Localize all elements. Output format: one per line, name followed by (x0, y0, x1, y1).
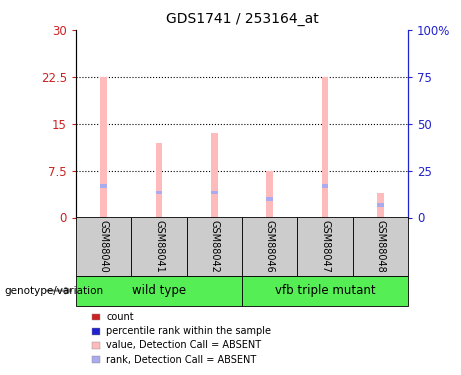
Text: wild type: wild type (132, 284, 186, 297)
Bar (266, 197, 273, 201)
Text: genotype/variation: genotype/variation (5, 286, 104, 296)
Bar (377, 192, 384, 217)
Bar (100, 77, 107, 218)
Bar (322, 184, 328, 188)
Bar (211, 133, 218, 218)
Text: GSM88042: GSM88042 (209, 220, 219, 273)
Bar (187, 217, 242, 276)
Title: GDS1741 / 253164_at: GDS1741 / 253164_at (165, 12, 319, 26)
Bar (242, 217, 297, 276)
Bar (297, 217, 353, 276)
Text: GSM88047: GSM88047 (320, 220, 330, 273)
Text: vfb triple mutant: vfb triple mutant (275, 284, 375, 297)
Text: GSM88041: GSM88041 (154, 220, 164, 273)
Bar (156, 142, 162, 218)
Text: GSM88048: GSM88048 (375, 220, 385, 273)
Text: GSM88046: GSM88046 (265, 220, 275, 273)
Bar (76, 217, 131, 276)
Bar (353, 217, 408, 276)
Bar (242, 276, 408, 306)
Bar (156, 190, 162, 194)
Text: count: count (106, 312, 134, 322)
Bar (211, 190, 218, 194)
Bar (76, 276, 242, 306)
Text: rank, Detection Call = ABSENT: rank, Detection Call = ABSENT (106, 355, 256, 364)
Bar (377, 203, 384, 207)
Bar (266, 171, 273, 217)
Bar (131, 217, 187, 276)
Text: GSM88040: GSM88040 (99, 220, 109, 273)
Text: value, Detection Call = ABSENT: value, Detection Call = ABSENT (106, 340, 261, 350)
Text: percentile rank within the sample: percentile rank within the sample (106, 326, 271, 336)
Bar (322, 77, 328, 218)
Bar (100, 184, 107, 188)
